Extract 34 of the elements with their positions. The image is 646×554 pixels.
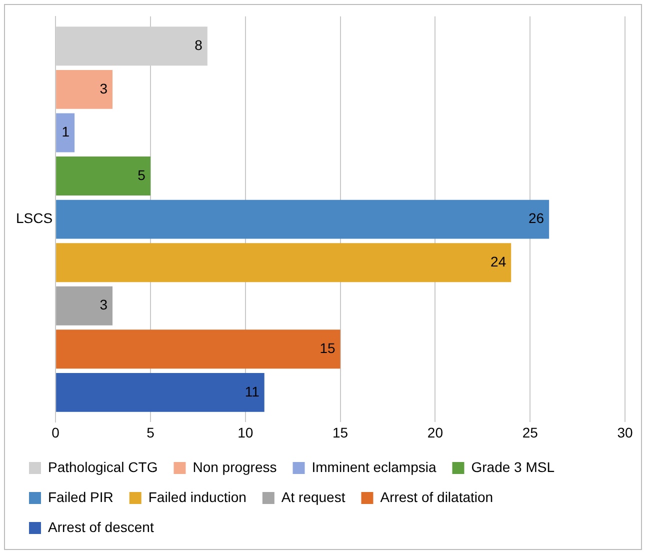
x-tick-label: 20 — [427, 424, 444, 440]
x-tick-label: 15 — [332, 424, 348, 440]
y-tick-label: LSCS — [16, 210, 53, 226]
bar — [56, 372, 264, 412]
bar — [56, 286, 113, 326]
legend-label: Failed induction — [148, 488, 246, 505]
data-label: 11 — [244, 383, 260, 400]
data-label: 26 — [528, 210, 544, 226]
x-tick-label: 10 — [238, 424, 254, 440]
data-label: 15 — [320, 340, 336, 356]
data-label: 3 — [100, 80, 108, 96]
data-label: 5 — [138, 166, 146, 183]
x-tick-label: 5 — [146, 424, 155, 440]
data-label: 1 — [62, 124, 70, 140]
legend-label: Arrest of descent — [48, 518, 154, 535]
data-label: 24 — [490, 253, 506, 270]
data-label: 3 — [100, 296, 108, 313]
x-tick-label: 0 — [52, 424, 60, 440]
bar — [56, 200, 550, 239]
legend-label: Imminent eclampsia — [312, 458, 436, 475]
bar — [56, 156, 150, 196]
data-label: 8 — [194, 37, 203, 54]
legend-label: Failed PIR — [48, 488, 114, 505]
legend-label: Grade 3 MSL — [471, 458, 555, 475]
bar — [56, 243, 512, 282]
legend-label: Pathological CTG — [48, 458, 158, 475]
bar — [56, 70, 113, 109]
bar — [56, 113, 75, 152]
legend-label: Non progress — [192, 458, 277, 475]
legend-label: Arrest of dilatation — [380, 488, 494, 505]
legend-label: At request — [281, 488, 346, 505]
bar — [56, 330, 340, 369]
x-tick-label: 30 — [617, 424, 633, 440]
x-tick-label: 25 — [522, 424, 538, 440]
